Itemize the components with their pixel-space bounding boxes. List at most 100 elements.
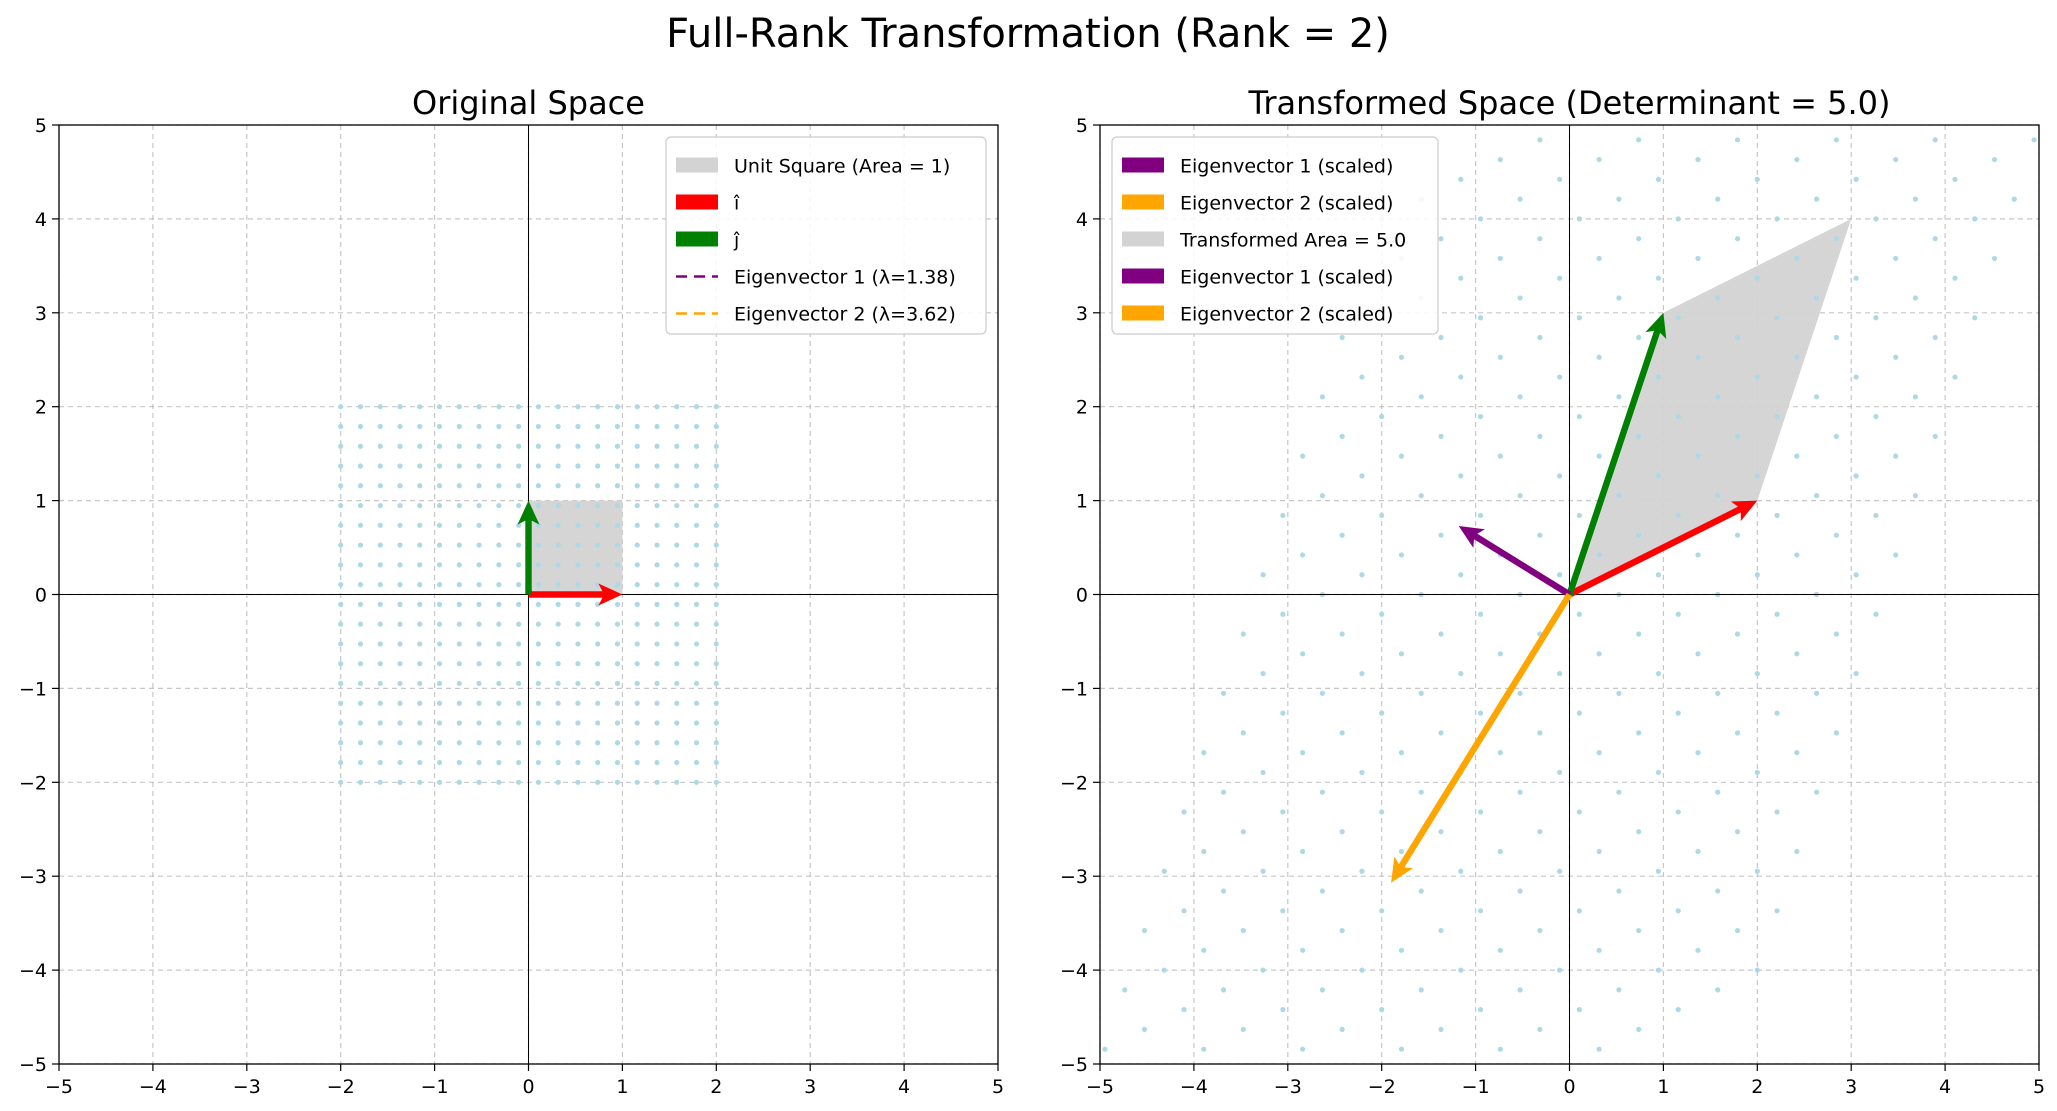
grid-point <box>1734 730 1741 736</box>
grid-point <box>1675 908 1681 914</box>
grid-point <box>614 443 621 449</box>
grid-point <box>1300 848 1306 855</box>
grid-point <box>1853 670 1859 677</box>
grid-point <box>397 700 403 706</box>
grid-point <box>1952 176 1958 182</box>
y-tick-label: −2 <box>19 772 47 794</box>
grid-point <box>555 582 561 588</box>
grid-point <box>377 601 383 607</box>
y-tick-label: 5 <box>1076 115 1088 137</box>
grid-point <box>397 680 403 687</box>
grid-point <box>436 700 443 706</box>
y-tick-label: 4 <box>35 209 47 231</box>
grid-point <box>1359 769 1365 776</box>
grid-point <box>1655 670 1662 677</box>
grid-point <box>1319 888 1325 894</box>
grid-point <box>614 720 621 726</box>
grid-point <box>1636 631 1642 637</box>
grid-point <box>357 463 364 469</box>
grid-point <box>1715 493 1721 499</box>
grid-point <box>535 740 541 746</box>
grid-point <box>1814 690 1820 696</box>
grid-point <box>1260 868 1266 874</box>
grid-point <box>436 562 443 568</box>
grid-point <box>496 443 502 449</box>
grid-point <box>1300 947 1306 953</box>
grid-point <box>1695 947 1701 953</box>
transformed-i-hat-arrow <box>1568 500 1758 598</box>
grid-point <box>555 621 561 627</box>
grid-point <box>1853 374 1859 380</box>
grid-point <box>456 582 462 588</box>
grid-point <box>1893 156 1899 163</box>
grid-point <box>1833 236 1839 242</box>
grid-point <box>674 661 680 667</box>
grid-point <box>516 522 522 528</box>
grid-point <box>693 502 700 509</box>
grid-point <box>1912 196 1919 202</box>
grid-point <box>595 621 601 627</box>
grid-point <box>1576 413 1582 420</box>
legend-swatch <box>1122 231 1164 247</box>
grid-point <box>634 522 640 528</box>
grid-point <box>377 740 383 746</box>
grid-point <box>1240 631 1246 637</box>
grid-point <box>654 700 660 706</box>
eigenvector-2-scaled-arrow <box>1391 592 1573 883</box>
grid-point <box>1774 315 1780 321</box>
grid-point <box>614 641 621 647</box>
grid-point <box>1814 493 1820 499</box>
grid-point <box>595 404 601 410</box>
grid-point <box>1695 750 1701 756</box>
grid-point <box>2031 137 2037 143</box>
y-tick-label: 5 <box>35 115 47 137</box>
x-tick-label: 0 <box>522 1076 534 1098</box>
grid-point <box>555 562 561 568</box>
grid-point <box>1280 908 1286 914</box>
grid-point <box>1458 670 1464 677</box>
grid-point <box>595 700 601 706</box>
grid-point <box>397 542 403 548</box>
grid-point <box>595 542 601 548</box>
grid-point <box>1379 611 1385 617</box>
grid-point <box>456 502 462 509</box>
grid-point <box>516 582 522 588</box>
transformed-j-hat-arrow <box>1566 312 1667 596</box>
grid-point <box>1833 532 1839 538</box>
grid-point <box>357 502 364 509</box>
grid-point <box>1260 670 1266 677</box>
grid-point <box>614 740 621 746</box>
grid-point <box>1754 176 1760 182</box>
grid-point <box>1655 868 1662 874</box>
grid-point <box>338 404 344 410</box>
axes-title: Original Space <box>412 84 645 122</box>
grid-point <box>1220 987 1227 993</box>
grid-point <box>535 700 541 706</box>
grid-point <box>634 700 640 706</box>
grid-point <box>674 582 680 588</box>
grid-point <box>1497 453 1503 459</box>
grid-point <box>1497 156 1503 163</box>
grid-point <box>338 483 344 489</box>
grid-point <box>1991 156 1998 163</box>
grid-point <box>1319 394 1325 400</box>
grid-point <box>674 720 680 726</box>
grid-point <box>1675 809 1681 815</box>
grid-point <box>1754 670 1760 677</box>
grid-point <box>1220 789 1227 795</box>
legend: Unit Square (Area = 1) îĵ Eigenvector 1 (λ… <box>665 136 987 335</box>
grid-point <box>397 720 403 726</box>
grid-point <box>476 562 482 568</box>
grid-point <box>713 740 719 746</box>
grid-point <box>1873 413 1879 420</box>
y-tick-label: −4 <box>1060 960 1088 982</box>
grid-point <box>436 740 443 746</box>
grid-point <box>1932 236 1938 242</box>
y-tick-label: −4 <box>19 960 47 982</box>
grid-point <box>1695 552 1701 558</box>
grid-point <box>397 404 403 410</box>
grid-point <box>674 601 680 607</box>
grid-point <box>693 562 700 568</box>
grid-point <box>1458 967 1464 973</box>
grid-point <box>713 542 719 548</box>
